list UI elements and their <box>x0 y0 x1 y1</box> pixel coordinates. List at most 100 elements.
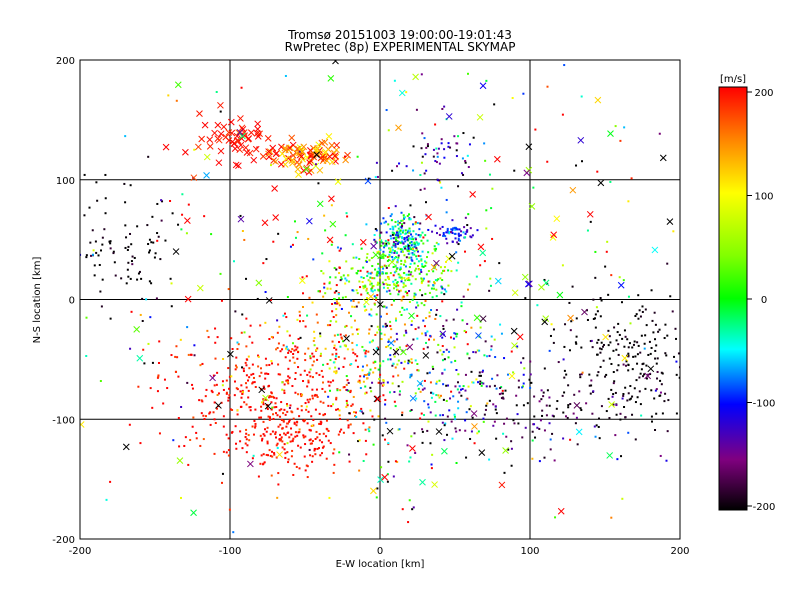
scatter-dot-marker <box>456 241 459 244</box>
scatter-dot-marker <box>324 292 327 295</box>
scatter-dot-marker <box>404 260 407 263</box>
scatter-dot-marker <box>149 316 152 319</box>
scatter-dot-marker <box>388 391 391 394</box>
scatter-dot-marker <box>531 430 534 433</box>
scatter-dot-marker <box>671 310 674 313</box>
scatter-dot-marker <box>656 357 659 360</box>
scatter-dot-marker <box>365 373 368 376</box>
scatter-dot-marker <box>395 319 398 322</box>
scatter-dot-marker <box>349 389 352 392</box>
scatter-dot-marker <box>262 401 265 404</box>
scatter-dot-marker <box>311 376 314 379</box>
scatter-dot-marker <box>621 397 624 400</box>
chart-subtitle: RwPretec (8p) EXPERIMENTAL SKYMAP <box>284 40 516 54</box>
scatter-dot-marker <box>376 281 379 284</box>
scatter-dot-marker <box>441 279 444 282</box>
scatter-dot-marker <box>338 451 341 454</box>
scatter-dot-marker <box>641 363 644 366</box>
scatter-dot-marker <box>634 314 637 317</box>
scatter-dot-marker <box>435 380 438 383</box>
scatter-dot-marker <box>398 290 401 293</box>
scatter-dot-marker <box>213 452 216 455</box>
scatter-cross-marker <box>303 164 311 172</box>
scatter-dot-marker <box>201 400 204 403</box>
scatter-dot-marker <box>442 233 445 236</box>
scatter-dot-marker <box>389 227 392 230</box>
scatter-dot-marker <box>385 244 388 247</box>
scatter-dot-marker <box>219 272 222 275</box>
scatter-dot-marker <box>322 401 325 404</box>
scatter-dot-marker <box>268 396 271 399</box>
scatter-dot-marker <box>290 433 293 436</box>
scatter-dot-marker <box>529 386 532 389</box>
scatter-dot-marker <box>408 499 411 502</box>
scatter-cross-marker <box>239 132 246 140</box>
scatter-dot-marker <box>467 213 470 216</box>
scatter-dot-marker <box>438 379 441 382</box>
scatter-dot-marker <box>407 276 410 279</box>
scatter-dot-marker <box>407 273 410 276</box>
scatter-dot-marker <box>283 443 286 446</box>
scatter-dot-marker <box>334 366 337 369</box>
scatter-dot-marker <box>449 397 452 400</box>
scatter-dot-marker <box>313 337 316 340</box>
scatter-dot-marker <box>386 324 389 327</box>
scatter-dot-marker <box>417 243 420 246</box>
scatter-dot-marker <box>653 397 656 400</box>
scatter-dot-marker <box>211 391 214 394</box>
scatter-dot-marker <box>600 299 603 302</box>
scatter-dot-marker <box>449 146 452 149</box>
scatter-dot-marker <box>433 338 436 341</box>
scatter-dot-marker <box>252 376 255 379</box>
scatter-cross-marker <box>510 327 518 335</box>
scatter-dot-marker <box>348 280 351 283</box>
scatter-dot-marker <box>414 328 417 331</box>
scatter-cross-marker <box>575 428 583 436</box>
scatter-dot-marker <box>301 276 304 279</box>
scatter-dot-marker <box>616 331 619 334</box>
scatter-dot-marker <box>395 267 398 270</box>
scatter-dot-marker <box>280 418 283 421</box>
scatter-dot-marker <box>204 395 207 398</box>
scatter-dot-marker <box>403 222 406 225</box>
scatter-dot-marker <box>386 480 389 483</box>
scatter-dot-marker <box>531 439 534 442</box>
scatter-dot-marker <box>580 409 583 412</box>
scatter-cross-marker <box>264 402 272 410</box>
scatter-dot-marker <box>294 391 297 394</box>
scatter-dot-marker <box>90 254 93 257</box>
scatter-dot-marker <box>252 454 255 457</box>
scatter-dot-marker <box>311 301 314 304</box>
scatter-dot-marker <box>549 448 552 451</box>
scatter-cross-marker <box>577 136 585 144</box>
scatter-dot-marker <box>340 276 343 279</box>
scatter-dot-marker <box>251 363 254 366</box>
scatter-dot-marker <box>251 341 254 344</box>
scatter-dot-marker <box>654 323 657 326</box>
scatter-dot-marker <box>617 353 620 356</box>
scatter-dot-marker <box>407 229 410 232</box>
scatter-dot-marker <box>311 455 314 458</box>
scatter-dot-marker <box>333 344 336 347</box>
scatter-cross-marker <box>406 343 414 351</box>
scatter-dot-marker <box>392 241 395 244</box>
scatter-dot-marker <box>407 246 410 249</box>
scatter-dot-marker <box>241 391 244 394</box>
scatter-dot-marker <box>440 286 443 289</box>
scatter-dot-marker <box>321 252 324 255</box>
scatter-dot-marker <box>627 352 630 355</box>
scatter-dot-marker <box>454 427 457 430</box>
scatter-dot-marker <box>379 248 382 251</box>
scatter-dot-marker <box>381 271 384 274</box>
scatter-dot-marker <box>464 373 467 376</box>
scatter-dot-marker <box>387 129 390 132</box>
scatter-dot-marker <box>414 222 417 225</box>
scatter-dot-marker <box>408 227 411 230</box>
scatter-dot-marker <box>346 379 349 382</box>
scatter-dot-marker <box>101 236 104 239</box>
scatter-dot-marker <box>339 333 342 336</box>
scatter-dot-marker <box>447 142 450 145</box>
scatter-dot-marker <box>414 221 417 224</box>
scatter-dot-marker <box>524 426 527 429</box>
scatter-dot-marker <box>393 250 396 253</box>
